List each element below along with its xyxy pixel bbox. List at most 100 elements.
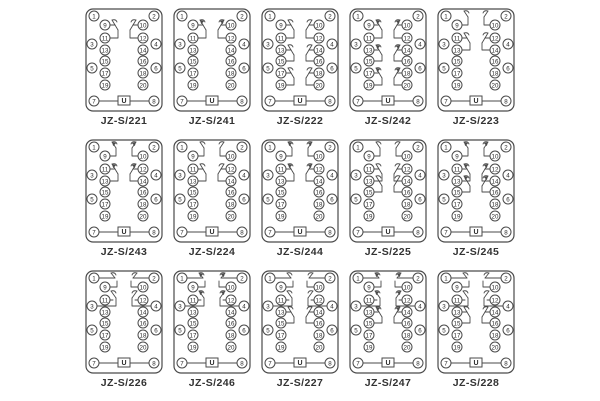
svg-text:13: 13 [102, 309, 109, 316]
terminal-1: 1 [352, 141, 364, 153]
terminal-11: 11 [451, 32, 463, 44]
terminal-1: 1 [88, 272, 100, 284]
svg-text:11: 11 [102, 297, 109, 304]
svg-text:20: 20 [316, 344, 323, 351]
svg-text:1: 1 [444, 144, 448, 151]
terminal-8: 8 [236, 95, 248, 107]
svg-text:9: 9 [367, 284, 371, 291]
contact-symbols-right [305, 19, 315, 86]
svg-text:8: 8 [416, 360, 420, 367]
terminal-17: 17 [99, 329, 111, 341]
svg-text:8: 8 [416, 98, 420, 105]
terminal-2: 2 [148, 141, 160, 153]
svg-text:5: 5 [90, 65, 94, 72]
terminal-10: 10 [401, 19, 413, 31]
svg-text:20: 20 [404, 213, 411, 220]
terminal-6: 6 [414, 62, 426, 74]
svg-text:9: 9 [279, 284, 283, 291]
svg-text:2: 2 [328, 275, 332, 282]
coil-bus [99, 95, 149, 106]
terminal-13: 13 [451, 44, 463, 56]
terminal-3: 3 [350, 300, 362, 312]
terminal-9: 9 [187, 19, 199, 31]
terminal-6: 6 [150, 193, 162, 205]
svg-text:15: 15 [190, 320, 197, 327]
terminal-9: 9 [275, 19, 287, 31]
contact-symbols-right [481, 141, 491, 193]
svg-text:14: 14 [404, 178, 411, 185]
contact-symbols-right [481, 272, 504, 324]
svg-text:4: 4 [418, 303, 422, 310]
svg-text:14: 14 [404, 47, 411, 54]
coil-u-label: U [297, 229, 302, 236]
terminal-6: 6 [502, 62, 514, 74]
svg-text:18: 18 [492, 201, 499, 208]
svg-text:14: 14 [140, 178, 147, 185]
svg-text:20: 20 [404, 344, 411, 351]
svg-text:14: 14 [140, 47, 147, 54]
terminal-7: 7 [264, 357, 276, 369]
terminal-13: 13 [275, 175, 287, 187]
contact-symbols-left [461, 10, 471, 51]
terminal-7: 7 [264, 95, 276, 107]
svg-text:13: 13 [278, 47, 285, 54]
svg-text:1: 1 [92, 144, 96, 151]
coil-bus [99, 357, 149, 368]
svg-text:5: 5 [354, 327, 358, 334]
terminal-7: 7 [88, 226, 100, 238]
relay-diagram: U 1 2 3 4 5 6 7 8 9 10 11 12 13 14 15 16 17 18 19 20 JZ-S/221 [80, 8, 168, 139]
relay-diagram: U 1 2 3 4 5 6 7 8 9 10 11 12 13 14 15 16 17 18 19 20 JZ-S/242 [344, 8, 432, 139]
terminal-4: 4 [150, 169, 162, 181]
svg-text:12: 12 [492, 297, 499, 304]
svg-text:10: 10 [228, 22, 235, 29]
svg-text:11: 11 [366, 35, 373, 42]
terminal-18: 18 [401, 67, 413, 79]
svg-text:10: 10 [228, 153, 235, 160]
terminal-18: 18 [313, 67, 325, 79]
terminal-1: 1 [440, 10, 452, 22]
terminal-18: 18 [401, 329, 413, 341]
svg-text:13: 13 [454, 309, 461, 316]
svg-text:4: 4 [418, 41, 422, 48]
diagram-label: JZ-S/242 [364, 115, 412, 127]
svg-text:2: 2 [416, 13, 420, 20]
terminal-19: 19 [187, 79, 199, 91]
contact-symbols-right [218, 272, 240, 307]
coil-u-label: U [473, 360, 478, 367]
terminal-7: 7 [176, 226, 188, 238]
svg-text:16: 16 [492, 58, 499, 65]
svg-text:20: 20 [492, 213, 499, 220]
svg-text:5: 5 [442, 65, 446, 72]
terminal-11: 11 [275, 32, 287, 44]
terminal-10: 10 [313, 150, 325, 162]
svg-text:9: 9 [103, 153, 107, 160]
terminal-6: 6 [326, 193, 338, 205]
terminal-13: 13 [363, 175, 375, 187]
svg-text:12: 12 [140, 297, 147, 304]
terminal-5: 5 [86, 62, 98, 74]
svg-text:3: 3 [178, 41, 182, 48]
svg-text:1: 1 [180, 275, 184, 282]
terminal-11: 11 [187, 32, 199, 44]
terminal-4: 4 [238, 300, 250, 312]
terminal-11: 11 [99, 32, 111, 44]
terminal-2: 2 [236, 141, 248, 153]
svg-text:10: 10 [316, 153, 323, 160]
svg-text:18: 18 [492, 70, 499, 77]
terminal-14: 14 [137, 306, 149, 318]
terminal-17: 17 [187, 329, 199, 341]
terminal-9: 9 [99, 150, 111, 162]
relay-case-outline [85, 8, 163, 112]
terminal-13: 13 [99, 175, 111, 187]
relay-case-outline [173, 8, 251, 112]
svg-text:2: 2 [240, 13, 244, 20]
svg-text:18: 18 [228, 70, 235, 77]
terminal-12: 12 [137, 32, 149, 44]
terminal-19: 19 [99, 79, 111, 91]
terminal-9: 9 [275, 150, 287, 162]
coil-u-label: U [297, 360, 302, 367]
